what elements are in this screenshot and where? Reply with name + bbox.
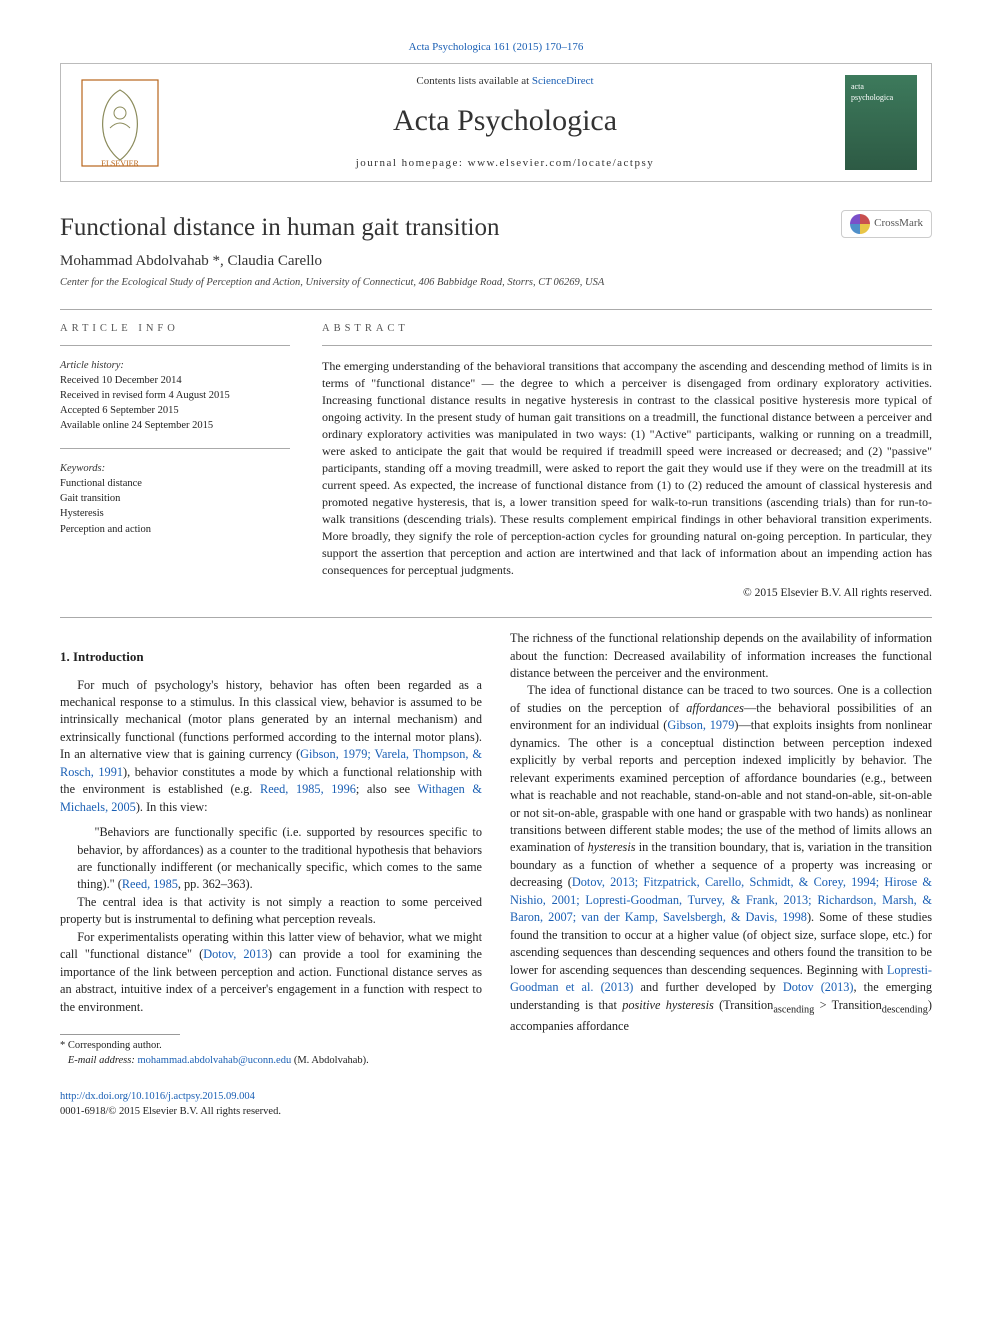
keywords-label: Keywords: [60,461,290,476]
body-col-left: 1. Introduction For much of psychology's… [60,630,482,1068]
history-revised: Received in revised form 4 August 2015 [60,388,290,403]
copyright: © 2015 Elsevier B.V. All rights reserved… [322,585,932,601]
rule [322,345,932,346]
citation-link[interactable]: Gibson, 1979 [667,718,734,732]
paragraph: The idea of functional distance can be t… [510,682,932,1035]
svg-text:ELSEVIER: ELSEVIER [101,159,139,168]
footnote-rule [60,1034,180,1035]
rule [60,617,932,618]
keyword: Perception and action [60,522,290,537]
email-link[interactable]: mohammad.abdolvahab@uconn.edu [137,1055,291,1066]
citation-link[interactable]: Reed, 1985 [122,877,178,891]
history-received: Received 10 December 2014 [60,373,290,388]
footer: http://dx.doi.org/10.1016/j.actpsy.2015.… [60,1090,932,1119]
footnote-email: E-mail address: mohammad.abdolvahab@ucon… [60,1054,482,1069]
keywords: Keywords: Functional distance Gait trans… [60,461,290,537]
journal-ref[interactable]: Acta Psychologica 161 (2015) 170–176 [60,40,932,55]
article-title: Functional distance in human gait transi… [60,210,500,245]
citation-link[interactable]: Dotov, 2013 [203,947,268,961]
crossmark-label: CrossMark [874,216,923,231]
affiliation: Center for the Ecological Study of Perce… [60,276,932,291]
paragraph: For much of psychology's history, behavi… [60,677,482,817]
rule [60,345,290,346]
rule [60,448,290,449]
authors: Mohammad Abdolvahab *, Claudia Carello [60,251,932,272]
paragraph: The central idea is that activity is not… [60,894,482,929]
keyword: Functional distance [60,476,290,491]
issn-copyright: 0001-6918/© 2015 Elsevier B.V. All right… [60,1106,281,1117]
keyword: Hysteresis [60,506,290,521]
citation-link[interactable]: Reed, 1985, 1996 [260,782,356,796]
footnote-corresponding: * Corresponding author. [60,1039,482,1054]
journal-name: Acta Psychologica [165,100,845,142]
cover-text2: psychologica [851,92,893,103]
body-col-right: The richness of the functional relations… [510,630,932,1068]
cover-text1: acta [851,81,864,92]
history-online: Available online 24 September 2015 [60,418,290,433]
abstract-text: The emerging understanding of the behavi… [322,358,932,579]
journal-homepage: journal homepage: www.elsevier.com/locat… [165,156,845,171]
doi-link[interactable]: http://dx.doi.org/10.1016/j.actpsy.2015.… [60,1091,255,1102]
article-info-head: article info [60,322,290,337]
sciencedirect-link[interactable]: ScienceDirect [532,75,594,87]
rule [60,309,932,310]
contents-text: Contents lists available at [416,75,531,87]
crossmark-badge[interactable]: CrossMark [841,210,932,238]
contents-line: Contents lists available at ScienceDirec… [165,74,845,89]
history-accepted: Accepted 6 September 2015 [60,403,290,418]
history-label: Article history: [60,358,290,373]
crossmark-icon [850,214,870,234]
keyword: Gait transition [60,491,290,506]
blockquote: "Behaviors are functionally specific (i.… [77,824,482,894]
journal-header: ELSEVIER Contents lists available at Sci… [60,63,932,182]
abstract-head: abstract [322,322,932,337]
elsevier-logo: ELSEVIER [75,75,165,170]
section-1-head: 1. Introduction [60,648,482,666]
journal-cover: acta psychologica [845,75,917,170]
citation-link[interactable]: Dotov (2013) [783,980,854,994]
paragraph: The richness of the functional relations… [510,630,932,682]
paragraph: For experimentalists operating within th… [60,929,482,1016]
article-history: Article history: Received 10 December 20… [60,358,290,434]
